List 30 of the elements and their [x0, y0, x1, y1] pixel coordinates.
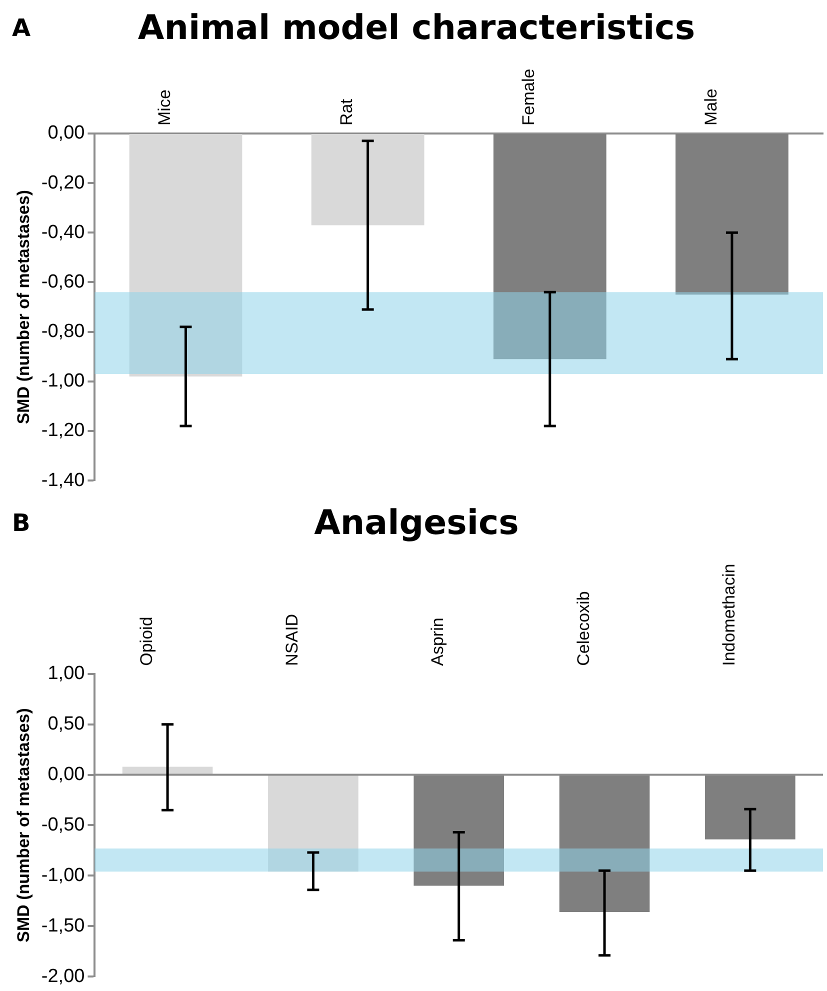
y-tick-label: -1,00 [41, 370, 85, 392]
y-tick-label: 1,00 [48, 663, 85, 684]
y-tick-label: 0,00 [48, 122, 85, 144]
chart-title: Analgesics [314, 503, 519, 544]
y-tick-label: -0,20 [41, 172, 85, 194]
y-tick-label: -1,20 [41, 420, 85, 442]
text: A [12, 14, 31, 42]
y-tick-label: -1,00 [41, 864, 85, 886]
y-tick-label: 0,00 [48, 764, 85, 786]
y-tick-label: -2,00 [41, 966, 85, 987]
x-tick-label: Indomethacin [719, 564, 738, 666]
y-tick-label: -1,50 [41, 915, 85, 936]
x-tick-label: Male [701, 88, 720, 126]
chart-title: Animal model characteristics [138, 8, 696, 48]
y-tick-label: -1,40 [41, 470, 85, 491]
y-tick-label: 0,50 [48, 714, 85, 735]
y-axis-title: SMD (number of metastases) [14, 190, 33, 424]
y-tick-label: -0,80 [41, 321, 85, 342]
x-tick-label: Female [519, 68, 538, 126]
x-tick-label: Rat [337, 98, 356, 126]
x-tick-label: Celecoxib [574, 591, 593, 666]
x-tick-label: NSAID [282, 614, 302, 666]
x-tick-label: Opioid [136, 616, 156, 666]
x-tick-label: Mice [155, 90, 174, 126]
text: B [12, 509, 30, 538]
y-axis-title: SMD (number of metastases) [14, 708, 33, 942]
y-tick-label: -0,40 [41, 222, 85, 243]
y-tick-label: -0,50 [41, 814, 85, 836]
x-tick-label: Asprin [428, 618, 448, 666]
y-tick-label: -0,60 [41, 271, 85, 292]
